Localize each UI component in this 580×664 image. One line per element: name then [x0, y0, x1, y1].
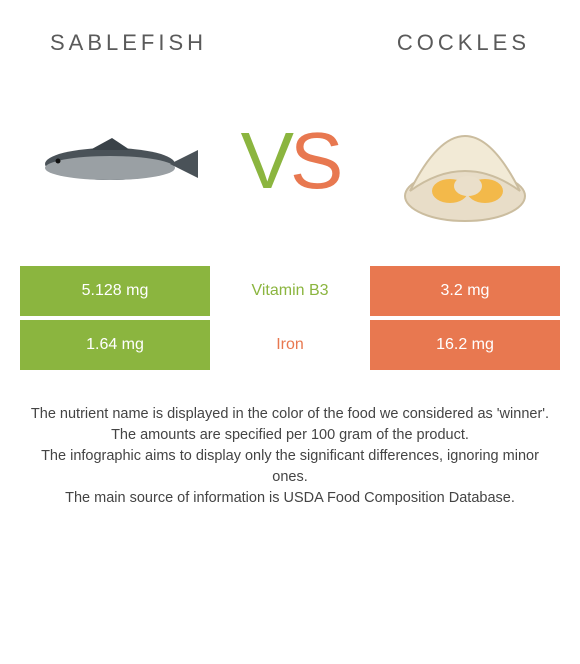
vs-v: V [241, 116, 290, 205]
footnote-line: The amounts are specified per 100 gram o… [25, 425, 555, 446]
left-food-title: Sablefish [50, 30, 207, 56]
right-value: 16.2 mg [370, 320, 560, 370]
fish-icon [30, 126, 200, 196]
header-row: Sablefish Cockles [0, 0, 580, 66]
footnote-line: The main source of information is USDA F… [25, 488, 555, 509]
table-row: 5.128 mgVitamin B33.2 mg [20, 266, 560, 316]
images-row: VS [0, 66, 580, 266]
footnote-line: The nutrient name is displayed in the co… [25, 404, 555, 425]
table-row: 1.64 mgIron16.2 mg [20, 320, 560, 370]
nutrient-table: 5.128 mgVitamin B33.2 mg1.64 mgIron16.2 … [0, 266, 580, 370]
nutrient-name: Iron [210, 320, 370, 370]
left-value: 1.64 mg [20, 320, 210, 370]
nutrient-name: Vitamin B3 [210, 266, 370, 316]
right-value: 3.2 mg [370, 266, 560, 316]
left-food-image [30, 91, 200, 231]
left-value: 5.128 mg [20, 266, 210, 316]
cockle-icon [390, 96, 540, 226]
footnote-line: The infographic aims to display only the… [25, 446, 555, 488]
vs-label: VS [241, 115, 340, 207]
right-food-title: Cockles [397, 30, 530, 56]
right-food-image [380, 91, 550, 231]
vs-s: S [290, 116, 339, 205]
footnotes: The nutrient name is displayed in the co… [0, 374, 580, 509]
